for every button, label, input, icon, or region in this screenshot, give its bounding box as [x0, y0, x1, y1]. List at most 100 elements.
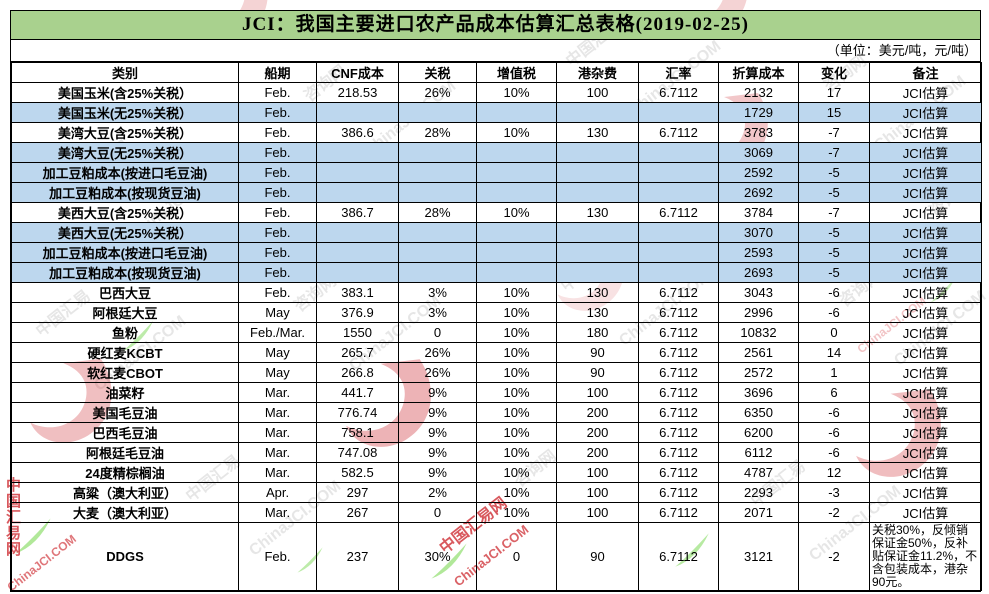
shipment-cell: May — [238, 302, 317, 323]
cnf-cell: 758.1 — [316, 422, 399, 443]
fx-cell: 6.7112 — [638, 442, 719, 463]
column-header: 汇率 — [638, 62, 719, 83]
fx-cell: 6.7112 — [638, 462, 719, 483]
table-row: 加工豆粕成本(按现货豆油) Feb. 2693 -5 JCI估算 — [11, 262, 982, 283]
table-row: 阿根廷毛豆油 Mar. 747.08 9% 10% 200 6.7112 6112 -6 JCI估… — [11, 442, 982, 463]
vat-cell — [476, 242, 557, 263]
cnf-cell: 267 — [316, 502, 399, 523]
cnf-cell — [316, 242, 399, 263]
category-cell: 美国玉米(含25%关税） — [11, 82, 239, 103]
header-row: 类别 船期 CNF成本 关税 增值税 港杂费 汇率 折算成本 变化 备注 — [11, 62, 982, 83]
tariff-cell: 3% — [398, 302, 477, 323]
shipment-cell: Feb./Mar. — [238, 322, 317, 343]
vat-cell: 0 — [476, 522, 557, 591]
converted-cell: 3043 — [718, 282, 799, 303]
shipment-cell: Feb. — [238, 262, 317, 283]
note-cell: JCI估算 — [869, 82, 982, 103]
fx-cell: 6.7112 — [638, 502, 719, 523]
vat-cell — [476, 102, 557, 123]
shipment-cell: Feb. — [238, 182, 317, 203]
cnf-cell — [316, 222, 399, 243]
category-cell: 阿根廷毛豆油 — [11, 442, 239, 463]
note-cell: 关税30%，反倾销保证金50%，反补贴保证金11.2%，不含包装成本，港杂90元… — [869, 522, 982, 591]
change-cell: -6 — [798, 442, 870, 463]
shipment-cell: Mar. — [238, 402, 317, 423]
port_fee-cell: 100 — [556, 462, 639, 483]
note-cell: JCI估算 — [869, 402, 982, 423]
converted-cell: 2996 — [718, 302, 799, 323]
cnf-cell: 386.7 — [316, 202, 399, 223]
tariff-cell: 9% — [398, 382, 477, 403]
fx-cell: 6.7112 — [638, 202, 719, 223]
note-cell: JCI估算 — [869, 282, 982, 303]
tariff-cell: 9% — [398, 402, 477, 423]
shipment-cell: May — [238, 342, 317, 363]
category-cell: 巴西大豆 — [11, 282, 239, 303]
shipment-cell: Mar. — [238, 382, 317, 403]
vat-cell: 10% — [476, 282, 557, 303]
fx-cell: 6.7112 — [638, 82, 719, 103]
cnf-cell: 297 — [316, 482, 399, 503]
converted-cell: 2071 — [718, 502, 799, 523]
tariff-cell: 26% — [398, 342, 477, 363]
port_fee-cell — [556, 222, 639, 243]
page-title: JCI：我国主要进口农产品成本估算汇总表格(2019-02-25) — [11, 11, 980, 40]
tariff-cell: 9% — [398, 462, 477, 483]
column-header: 关税 — [398, 62, 477, 83]
column-header: 备注 — [869, 62, 982, 83]
port_fee-cell — [556, 162, 639, 183]
category-cell: 油菜籽 — [11, 382, 239, 403]
tariff-cell — [398, 102, 477, 123]
converted-cell: 3069 — [718, 142, 799, 163]
cnf-cell: 218.53 — [316, 82, 399, 103]
note-cell: JCI估算 — [869, 142, 982, 163]
table-row: 加工豆粕成本(按现货豆油) Feb. 2692 -5 JCI估算 — [11, 182, 982, 203]
note-cell: JCI估算 — [869, 382, 982, 403]
fx-cell — [638, 242, 719, 263]
tariff-cell: 28% — [398, 202, 477, 223]
fx-cell: 6.7112 — [638, 382, 719, 403]
port_fee-cell: 100 — [556, 382, 639, 403]
change-cell: -7 — [798, 122, 870, 143]
converted-cell: 3783 — [718, 122, 799, 143]
note-cell: JCI估算 — [869, 462, 982, 483]
tariff-cell: 2% — [398, 482, 477, 503]
change-cell: -7 — [798, 142, 870, 163]
change-cell: 15 — [798, 102, 870, 123]
port_fee-cell — [556, 142, 639, 163]
tariff-cell: 26% — [398, 362, 477, 383]
note-cell: JCI估算 — [869, 242, 982, 263]
column-header: 类别 — [11, 62, 239, 83]
converted-cell: 3696 — [718, 382, 799, 403]
converted-cell: 2593 — [718, 242, 799, 263]
tariff-cell — [398, 142, 477, 163]
report-sheet: JCI：我国主要进口农产品成本估算汇总表格(2019-02-25) （单位：美元… — [10, 10, 982, 592]
shipment-cell: Mar. — [238, 462, 317, 483]
cnf-cell: 376.9 — [316, 302, 399, 323]
change-cell: 17 — [798, 82, 870, 103]
table-row: 美国玉米(含25%关税） Feb. 218.53 26% 10% 100 6.7112 213… — [11, 82, 982, 103]
fx-cell: 6.7112 — [638, 122, 719, 143]
shipment-cell: Feb. — [238, 122, 317, 143]
converted-cell: 10832 — [718, 322, 799, 343]
table-row: 巴西毛豆油 Mar. 758.1 9% 10% 200 6.7112 6200 -6 JCI估算 — [11, 422, 982, 443]
table-row: 硬红麦KCBT May 265.7 26% 10% 90 6.7112 2561 14 JCI估算 — [11, 342, 982, 363]
shipment-cell: May — [238, 362, 317, 383]
converted-cell: 3070 — [718, 222, 799, 243]
vat-cell — [476, 162, 557, 183]
tariff-cell — [398, 162, 477, 183]
converted-cell: 2693 — [718, 262, 799, 283]
note-cell: JCI估算 — [869, 122, 982, 143]
note-cell: JCI估算 — [869, 222, 982, 243]
vat-cell: 10% — [476, 202, 557, 223]
converted-cell: 2692 — [718, 182, 799, 203]
vat-cell: 10% — [476, 382, 557, 403]
port_fee-cell: 130 — [556, 202, 639, 223]
change-cell: -6 — [798, 422, 870, 443]
table-row: 加工豆粕成本(按进口毛豆油) Feb. 2593 -5 JCI估算 — [11, 242, 982, 263]
shipment-cell: Feb. — [238, 162, 317, 183]
cnf-cell — [316, 162, 399, 183]
cnf-cell: 747.08 — [316, 442, 399, 463]
change-cell: -3 — [798, 482, 870, 503]
vat-cell — [476, 222, 557, 243]
